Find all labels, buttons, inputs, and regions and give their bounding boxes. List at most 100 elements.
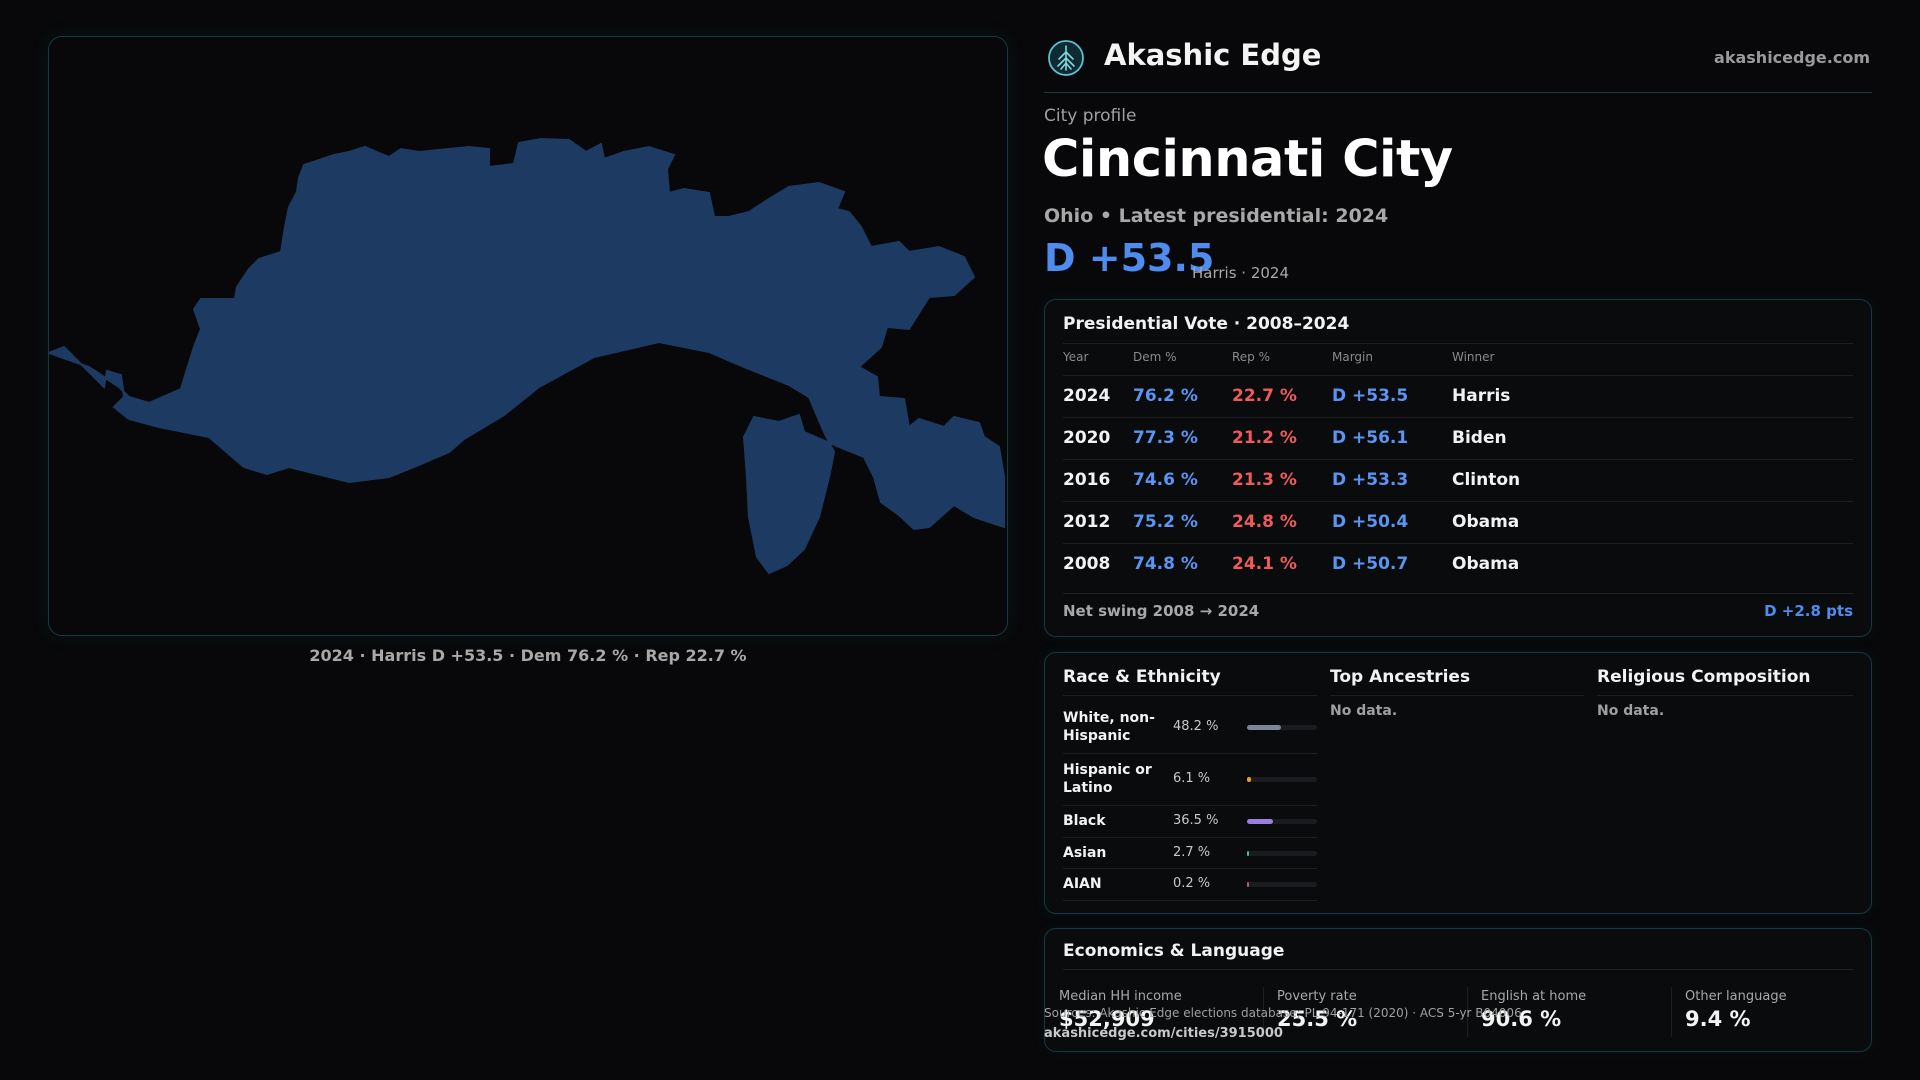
city-boundary-map xyxy=(49,137,1005,575)
divider xyxy=(1597,695,1853,696)
stat-value: 90.6 % xyxy=(1481,1007,1562,1031)
race-label: AIAN xyxy=(1063,876,1102,892)
economics-title: Economics & Language xyxy=(1063,941,1285,961)
race-row-aian: AIAN 0.2 % xyxy=(1063,868,1317,901)
column-header-margin: Margin xyxy=(1332,350,1373,364)
cell-rep: 21.3 % xyxy=(1232,470,1297,490)
divider xyxy=(1467,987,1468,1037)
brand-url-link[interactable]: akashicedge.com xyxy=(1714,48,1870,67)
stat-value: 25.5 % xyxy=(1277,1007,1358,1031)
cell-rep: 24.8 % xyxy=(1232,512,1297,532)
race-bar-fill xyxy=(1247,819,1273,824)
stat-value: $52,909 xyxy=(1059,1007,1155,1031)
cell-margin: D +50.4 xyxy=(1332,512,1409,532)
footer-url-link[interactable]: akashicedge.com/cities/3915000 xyxy=(1044,1026,1283,1041)
race-bar-fill xyxy=(1247,851,1249,856)
presidential-vote-card: Presidential Vote · 2008–2024 Year Dem %… xyxy=(1044,299,1872,637)
race-bar-track xyxy=(1247,725,1317,730)
column-header-winner: Winner xyxy=(1452,350,1495,364)
race-percent: 36.5 % xyxy=(1173,813,1219,828)
table-row[interactable]: 2024 76.2 % 22.7 % D +53.5 Harris xyxy=(1063,375,1853,418)
economics-card: Economics & Language Median HH income $5… xyxy=(1044,928,1872,1052)
race-bar-fill xyxy=(1247,882,1249,887)
race-row-asian: Asian 2.7 % xyxy=(1063,837,1317,869)
cell-winner: Obama xyxy=(1452,512,1520,532)
divider xyxy=(1063,695,1317,696)
cell-year: 2024 xyxy=(1063,386,1111,406)
table-row[interactable]: 2020 77.3 % 21.2 % D +56.1 Biden xyxy=(1063,417,1853,460)
divider xyxy=(1063,343,1853,344)
cell-dem: 74.8 % xyxy=(1133,554,1198,574)
net-swing-value: D +2.8 pts xyxy=(1764,602,1853,620)
race-bar-track xyxy=(1247,882,1317,887)
stat-median-income: Median HH income $52,909 xyxy=(1045,987,1235,1039)
cell-rep: 24.1 % xyxy=(1232,554,1297,574)
city-map-panel[interactable] xyxy=(48,36,1008,636)
divider xyxy=(1330,695,1584,696)
tree-icon[interactable] xyxy=(1047,39,1085,77)
race-percent: 0.2 % xyxy=(1173,876,1211,891)
divider xyxy=(1063,593,1853,594)
cell-margin: D +50.7 xyxy=(1332,554,1409,574)
race-ethnicity-title: Race & Ethnicity xyxy=(1063,667,1221,687)
table-row[interactable]: 2016 74.6 % 21.3 % D +53.3 Clinton xyxy=(1063,459,1853,502)
net-swing-label: Net swing 2008 → 2024 xyxy=(1063,602,1260,620)
cell-margin: D +53.5 xyxy=(1332,386,1409,406)
race-percent: 6.1 % xyxy=(1173,771,1211,786)
cell-year: 2020 xyxy=(1063,428,1111,448)
demographics-card: Race & Ethnicity White, non-Hispanic 48.… xyxy=(1044,652,1872,914)
cell-rep: 22.7 % xyxy=(1232,386,1297,406)
cell-year: 2012 xyxy=(1063,512,1111,532)
religious-composition-title: Religious Composition xyxy=(1597,667,1811,687)
race-bar-track xyxy=(1247,819,1317,824)
stat-label: Poverty rate xyxy=(1277,989,1357,1004)
page-subtitle: Ohio • Latest presidential: 2024 xyxy=(1044,205,1389,227)
city-boundary-shape xyxy=(49,137,1005,575)
page-kicker: City profile xyxy=(1044,106,1137,126)
race-label: Asian xyxy=(1063,845,1107,861)
race-bar-track xyxy=(1247,777,1317,782)
table-row[interactable]: 2012 75.2 % 24.8 % D +50.4 Obama xyxy=(1063,501,1853,544)
stat-poverty-rate: Poverty rate 25.5 % xyxy=(1263,987,1453,1039)
cell-dem: 75.2 % xyxy=(1133,512,1198,532)
cell-dem: 77.3 % xyxy=(1133,428,1198,448)
top-ancestries-title: Top Ancestries xyxy=(1330,667,1471,687)
cell-year: 2016 xyxy=(1063,470,1111,490)
latest-margin-note: Harris · 2024 xyxy=(1192,264,1290,282)
brand-header: Akashic Edge akashicedge.com xyxy=(1044,36,1872,93)
column-header-rep: Rep % xyxy=(1232,350,1271,364)
race-bar-track xyxy=(1247,851,1317,856)
race-row-black: Black 36.5 % xyxy=(1063,805,1317,838)
race-bar-fill xyxy=(1247,725,1281,730)
presidential-vote-title: Presidential Vote · 2008–2024 xyxy=(1063,314,1350,334)
column-header-year: Year xyxy=(1063,350,1089,364)
race-percent: 2.7 % xyxy=(1173,845,1211,860)
divider xyxy=(1263,987,1264,1037)
cell-winner: Biden xyxy=(1452,428,1507,448)
table-row[interactable]: 2008 74.8 % 24.1 % D +50.7 Obama xyxy=(1063,543,1853,586)
column-header-dem: Dem % xyxy=(1133,350,1177,364)
brand-name[interactable]: Akashic Edge xyxy=(1104,38,1322,72)
ancestries-empty-text: No data. xyxy=(1330,703,1398,719)
race-bar-fill xyxy=(1247,777,1251,782)
cell-winner: Obama xyxy=(1452,554,1520,574)
map-caption: 2024 · Harris D +53.5 · Dem 76.2 % · Rep… xyxy=(309,646,747,665)
footer-sources: Sources: Akashic Edge elections database… xyxy=(1044,1006,1522,1020)
stat-label: Other language xyxy=(1685,989,1787,1004)
page-title: Cincinnati City xyxy=(1042,130,1453,189)
cell-dem: 74.6 % xyxy=(1133,470,1198,490)
cell-year: 2008 xyxy=(1063,554,1111,574)
religion-empty-text: No data. xyxy=(1597,703,1665,719)
race-percent: 48.2 % xyxy=(1173,719,1219,734)
stat-other-language: Other language 9.4 % xyxy=(1671,987,1861,1039)
cell-rep: 21.2 % xyxy=(1232,428,1297,448)
stat-english-at-home: English at home 90.6 % xyxy=(1467,987,1657,1039)
race-label: Hispanic or Latino xyxy=(1063,762,1152,796)
stat-label: Median HH income xyxy=(1059,989,1182,1004)
divider xyxy=(1063,969,1853,970)
cell-margin: D +53.3 xyxy=(1332,470,1409,490)
race-row-white: White, non-Hispanic 48.2 % xyxy=(1063,703,1317,753)
cell-winner: Harris xyxy=(1452,386,1511,406)
cell-dem: 76.2 % xyxy=(1133,386,1198,406)
stat-value: 9.4 % xyxy=(1685,1007,1751,1031)
